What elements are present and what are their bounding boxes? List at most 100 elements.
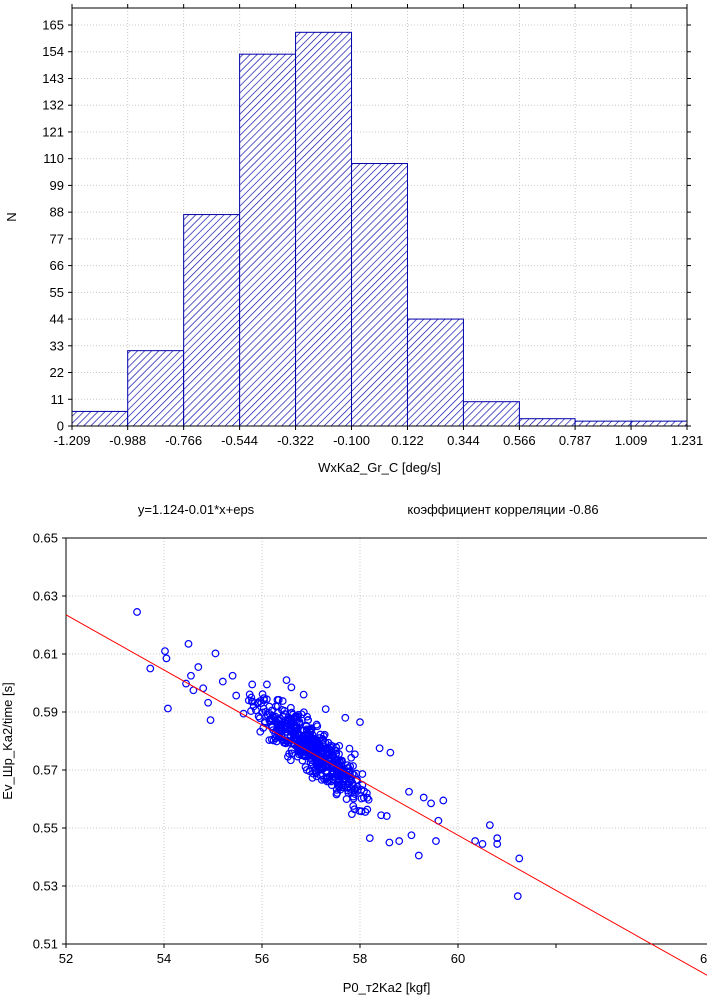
- scatter-point: [332, 790, 341, 799]
- scatter-point: [248, 680, 257, 689]
- histogram-bar: [462, 401, 520, 427]
- scatter-point: [335, 776, 344, 785]
- scatter-point: [348, 778, 357, 787]
- hist-x-tick-label: 0.787: [559, 433, 592, 448]
- scatter-point: [184, 639, 193, 648]
- scatter-y-tick-label: 0.61: [33, 647, 58, 662]
- scatter-point: [182, 679, 190, 688]
- hist-x-tick-label: 1.009: [615, 433, 648, 448]
- scatter-point: [272, 737, 281, 746]
- scatter-point: [407, 831, 416, 840]
- scatter-point: [361, 808, 370, 816]
- scatter-point: [133, 608, 141, 616]
- hist-x-tick-label: 0.566: [503, 433, 536, 448]
- scatter-point: [346, 762, 355, 771]
- scatter-point: [284, 721, 293, 730]
- scatter-point: [308, 773, 317, 782]
- histogram-bar: [127, 350, 185, 427]
- scatter-point: [278, 726, 287, 735]
- scatter-point: [301, 739, 310, 748]
- scatter-point: [356, 718, 364, 727]
- hist-y-tick-label: 55: [50, 285, 64, 300]
- scatter-point: [228, 671, 237, 680]
- scatter-point: [164, 704, 172, 713]
- histogram-bar: [295, 31, 353, 427]
- scatter-point: [347, 810, 356, 819]
- scatter-point: [259, 704, 268, 713]
- scatter-x-tick-label: 56: [255, 951, 269, 966]
- hist-x-tick-label: -0.544: [221, 433, 258, 448]
- scatter-point: [273, 702, 282, 710]
- scatter-point: [515, 854, 524, 863]
- hist-x-tick-label: 1.231: [671, 433, 704, 448]
- hist-x-tick-label: -0.766: [165, 433, 202, 448]
- scatter-point: [194, 663, 203, 671]
- scatter-point: [272, 718, 281, 726]
- scatter-y-tick-label: 0.65: [33, 531, 58, 546]
- scatter-point: [395, 837, 404, 845]
- scatter-point: [265, 736, 274, 745]
- scatter-point: [339, 772, 348, 781]
- hist-y-tick-label: 121: [42, 124, 64, 139]
- hist-x-tick-label: -0.322: [277, 433, 314, 448]
- hist-y-tick-label: 165: [42, 18, 64, 33]
- scatter-point: [263, 680, 271, 689]
- hist-x-tick-label: 0.344: [447, 433, 480, 448]
- scatter-point: [307, 724, 316, 733]
- hist-y-axis-label: N: [4, 212, 19, 221]
- scatter-point: [276, 725, 285, 733]
- hist-y-tick-label: 132: [42, 98, 64, 113]
- histogram-bar: [406, 318, 464, 427]
- scatter-point: [333, 772, 342, 781]
- hist-y-tick-label: 11: [51, 392, 65, 407]
- scatter-point: [282, 676, 291, 684]
- scatter-point: [485, 821, 494, 829]
- scatter-y-axis-label: Ev_Шр_Ka2/time [s]: [0, 682, 15, 799]
- scatter-point: [364, 795, 373, 804]
- scatter-point: [302, 722, 311, 731]
- hist-y-tick-label: 66: [50, 258, 64, 273]
- scatter-point: [478, 840, 487, 848]
- scatter-point: [342, 795, 351, 803]
- scatter-point: [357, 807, 366, 816]
- scatter-point: [275, 716, 284, 725]
- scatter-point: [187, 671, 195, 680]
- scatter-point: [303, 712, 311, 721]
- hist-y-tick-label: 33: [50, 338, 64, 353]
- scatter-point: [311, 768, 320, 776]
- scatter-point: [419, 793, 428, 802]
- scatter-point: [386, 748, 395, 757]
- scatter-point: [320, 730, 329, 739]
- scatter-y-tick-label: 0.55: [33, 821, 58, 836]
- scatter-point: [211, 649, 220, 658]
- scatter-point: [341, 713, 350, 722]
- histogram-bar: [518, 418, 576, 427]
- histogram-bar: [239, 53, 297, 427]
- scatter-x-tick-label: 60: [451, 951, 465, 966]
- scatter-point: [301, 736, 309, 745]
- scatter-point: [267, 714, 276, 723]
- scatter-point: [299, 690, 308, 699]
- scatter-x-tick-label: 6: [700, 951, 707, 966]
- scatter-chart: y=1.124-0.01*x+eps коэффициент корреляции…: [0, 502, 707, 995]
- scatter-point: [313, 738, 322, 746]
- scatter-point: [306, 728, 315, 737]
- scatter-point: [306, 753, 315, 762]
- scatter-point: [286, 703, 295, 712]
- scatter-point: [161, 647, 169, 655]
- scatter-point: [247, 707, 255, 715]
- scatter-point: [513, 892, 522, 901]
- scatter-point: [146, 664, 155, 673]
- hist-y-tick-label: 77: [50, 231, 64, 246]
- scatter-point: [162, 654, 171, 663]
- scatter-point: [218, 677, 227, 686]
- histogram-bar: [71, 410, 129, 427]
- scatter-correlation-title: коэффициент корреляции -0.86: [407, 502, 598, 517]
- scatter-point: [291, 712, 300, 720]
- hist-y-tick-label: 154: [42, 44, 64, 59]
- scatter-point: [365, 834, 374, 843]
- scatter-point: [206, 716, 215, 725]
- scatter-y-tick-label: 0.63: [33, 589, 58, 604]
- scatter-point: [322, 775, 330, 783]
